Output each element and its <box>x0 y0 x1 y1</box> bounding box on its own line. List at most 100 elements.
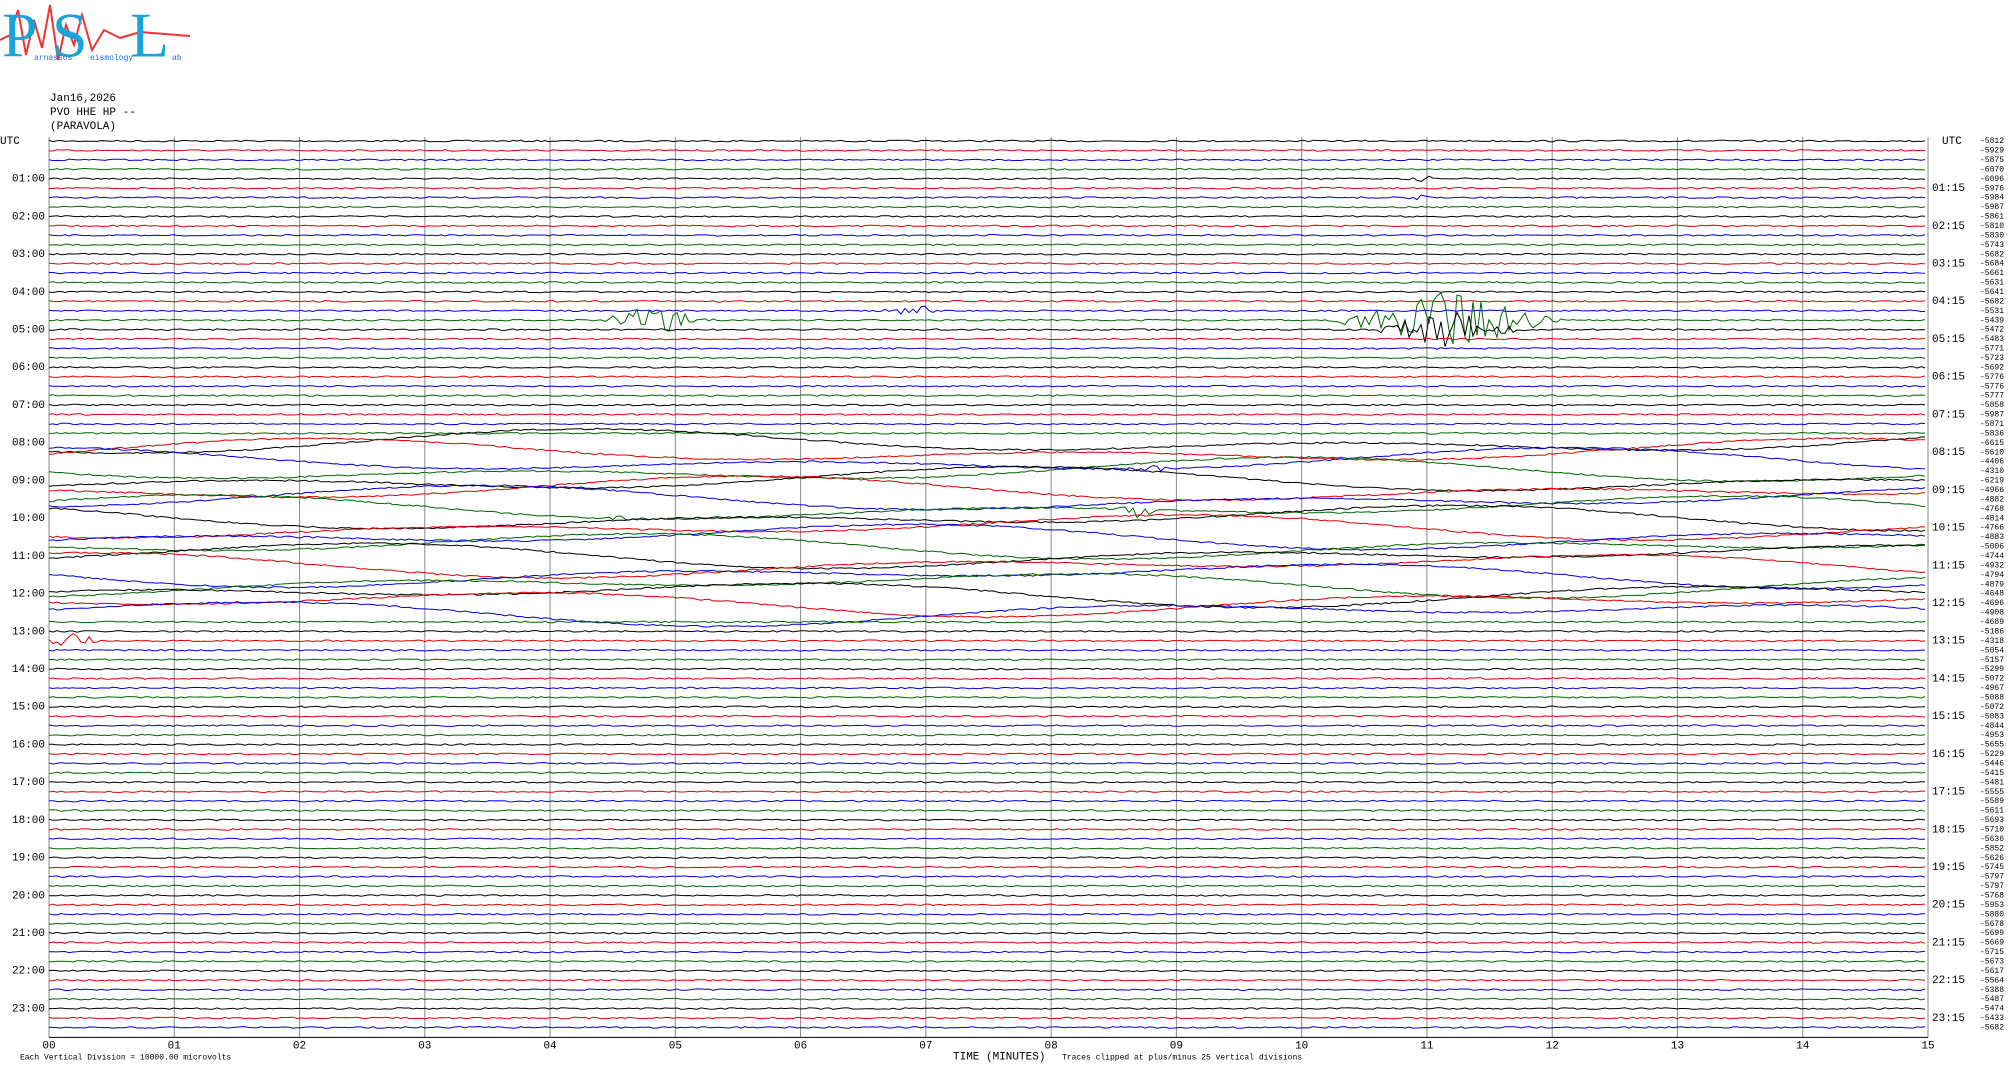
row-value: -5861 <box>1980 213 2004 222</box>
trace <box>48 894 1926 897</box>
left-time-label: 23:00 <box>12 1003 45 1015</box>
row-value: -5433 <box>1980 1014 2004 1023</box>
trace <box>49 437 1925 461</box>
left-time-label: 19:00 <box>12 853 45 865</box>
trace <box>48 790 1926 794</box>
trace <box>48 884 1926 888</box>
trace <box>48 771 1926 775</box>
row-value: -5743 <box>1980 241 2004 250</box>
trace <box>48 455 1926 483</box>
row-value: -5858 <box>1980 401 2004 410</box>
right-time-label: 14:15 <box>1932 673 1965 685</box>
right-time-label: 01:15 <box>1932 183 1965 195</box>
right-time-label: 18:15 <box>1932 824 1965 836</box>
right-time-label: 11:15 <box>1932 560 1965 572</box>
left-time-label: 15:00 <box>12 702 45 714</box>
trace <box>48 846 1926 850</box>
left-time-label: 09:00 <box>12 475 45 487</box>
left-time-label: 07:00 <box>12 400 45 412</box>
left-time-label: 21:00 <box>12 928 45 940</box>
row-value: -5768 <box>1980 892 2004 901</box>
trace <box>48 856 1925 860</box>
logo-wave <box>0 4 191 61</box>
trace <box>48 233 1926 237</box>
row-value: -5682 <box>1980 297 2004 306</box>
right-time-label: 09:15 <box>1932 485 1965 497</box>
row-value: -5830 <box>1980 231 2004 240</box>
row-value: -5388 <box>1980 986 2004 995</box>
trace <box>48 705 1926 709</box>
row-value: -5682 <box>1980 250 2004 259</box>
right-time-label: 21:15 <box>1932 937 1965 949</box>
left-time-label: 01:00 <box>12 174 45 186</box>
trace <box>48 413 1926 416</box>
header-station: PVO HHE HP -- <box>50 107 136 119</box>
row-value: -5186 <box>1980 627 2004 636</box>
row-value: -5875 <box>1980 156 2004 165</box>
trace <box>48 875 1926 878</box>
trace <box>48 941 1926 944</box>
left-time-label: 22:00 <box>12 966 45 978</box>
trace <box>48 696 1926 699</box>
row-value: -6615 <box>1980 439 2004 448</box>
trace <box>48 978 1926 982</box>
trace <box>48 290 1926 294</box>
trace <box>48 504 1926 532</box>
right-time-label: 07:15 <box>1932 409 1965 421</box>
left-time-label: 03:00 <box>12 249 45 261</box>
row-value: -5555 <box>1980 788 2004 797</box>
trace <box>48 305 1925 315</box>
trace <box>48 205 1926 209</box>
row-value: -5953 <box>1980 901 2004 910</box>
x-tick-label: 12 <box>1546 1040 1559 1052</box>
trace <box>48 582 1926 609</box>
left-time-label: 02:00 <box>12 211 45 223</box>
trace <box>48 563 1926 590</box>
trace <box>49 743 1926 746</box>
right-time-label: UTC <box>1942 136 1962 148</box>
trace <box>48 630 1926 633</box>
trace <box>48 809 1926 812</box>
trace <box>48 446 1926 472</box>
trace <box>48 714 1926 718</box>
row-value: -5771 <box>1980 345 2004 354</box>
row-value: -4844 <box>1980 722 2004 731</box>
left-time-label: 12:00 <box>12 589 45 601</box>
left-time-label: 05:00 <box>12 325 45 337</box>
trace <box>48 997 1926 1001</box>
trace <box>48 175 1926 182</box>
trace <box>48 658 1925 661</box>
row-value: -5678 <box>1980 920 2004 929</box>
trace <box>48 912 1925 916</box>
row-value: -5669 <box>1980 939 2004 948</box>
trace <box>48 960 1926 963</box>
row-value: -4744 <box>1980 552 2004 561</box>
trace <box>49 799 1926 803</box>
left-time-label: 04:00 <box>12 287 45 299</box>
clip-note: Traces clipped at plus/minus 25 vertical… <box>1062 1054 1302 1063</box>
row-value: -4766 <box>1980 524 2004 533</box>
row-value: -5776 <box>1980 373 2004 382</box>
right-time-label: 03:15 <box>1932 258 1965 270</box>
row-value: -5610 <box>1980 448 2004 457</box>
row-value: -5929 <box>1980 147 2004 156</box>
row-value: -6219 <box>1980 477 2004 486</box>
trace <box>48 677 1926 680</box>
trace <box>48 837 1926 841</box>
trace <box>48 347 1926 350</box>
row-value: -5439 <box>1980 316 2004 325</box>
logo-letter: P <box>2 0 38 71</box>
row-value: -4966 <box>1980 486 2004 495</box>
row-value: -5006 <box>1980 543 2004 552</box>
right-time-label: 20:15 <box>1932 900 1965 912</box>
trace <box>48 149 1926 152</box>
trace <box>48 186 1926 190</box>
left-time-label: 16:00 <box>12 739 45 751</box>
row-value: -5564 <box>1980 976 2004 985</box>
trace <box>49 865 1926 869</box>
row-value: -4814 <box>1980 514 2004 523</box>
right-time-label: 12:15 <box>1932 598 1965 610</box>
row-value: -5636 <box>1980 835 2004 844</box>
trace <box>48 493 1926 521</box>
row-value: -5684 <box>1980 260 2004 269</box>
